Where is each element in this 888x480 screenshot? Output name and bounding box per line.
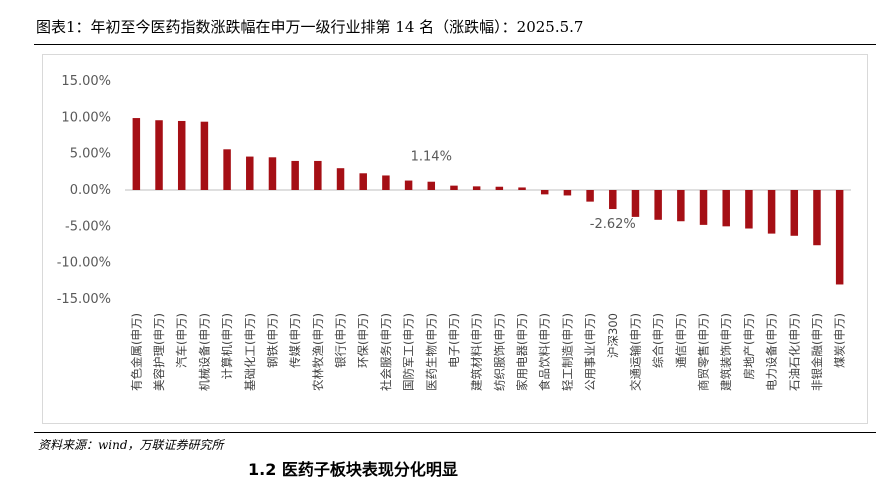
x-category-label: 轻工制造(申万): [560, 313, 574, 391]
x-category-label: 计算机(申万): [220, 313, 234, 379]
data-label: 1.14%: [411, 150, 452, 165]
bar: [382, 175, 390, 190]
x-category-label: 食品饮料(申万): [538, 313, 552, 391]
bar: [609, 190, 617, 210]
bar: [223, 149, 231, 190]
bottom-rule: [34, 432, 876, 433]
bar: [495, 186, 504, 190]
bar: [767, 190, 776, 234]
x-category-label: 农林牧渔(申万): [311, 313, 325, 391]
data-labels: 1.14% -2.62%: [411, 150, 636, 232]
x-category-label: 汽车(申万): [175, 313, 189, 368]
x-category-label: 沪深300: [606, 313, 620, 358]
bar: [268, 157, 277, 190]
bar: [291, 160, 299, 190]
x-category-label: 石油石化(申万): [787, 313, 801, 391]
bar: [813, 190, 821, 246]
x-category-label: 美容护理(申万): [152, 313, 166, 391]
y-tick-label: -5.00%: [65, 219, 111, 234]
bar: [336, 168, 345, 190]
bar: [745, 190, 753, 229]
x-category-label: 电力设备(申万): [765, 313, 779, 391]
section-heading: 1.2 医药子板块表现分化明显: [248, 460, 458, 479]
bar: [427, 181, 436, 190]
y-tick-label: -10.00%: [57, 256, 111, 271]
x-category-label: 综合(申万): [651, 313, 665, 368]
chart-frame: 15.00% 10.00% 5.00% 0.00% -5.00% -10.00% -15.0…: [42, 54, 868, 424]
x-category-label: 电子(申万): [447, 313, 461, 368]
top-rule: [34, 44, 876, 45]
x-category-label: 银行(申万): [334, 313, 348, 368]
x-category-label: 通信(申万): [674, 313, 688, 368]
y-axis: 15.00% 10.00% 5.00% 0.00% -5.00% -10.00% -15.0…: [57, 74, 111, 307]
bar: [314, 160, 322, 190]
bar: [722, 190, 730, 227]
y-tick-label: -15.00%: [57, 292, 111, 307]
bar: [246, 156, 254, 190]
bar: [677, 190, 685, 222]
x-category-label: 机械设备(申万): [197, 313, 211, 391]
x-category-label: 交通运输(申万): [628, 313, 642, 391]
x-category-label: 家用电器(申万): [515, 313, 529, 391]
x-category-label: 国防军工(申万): [402, 313, 416, 391]
x-category-label: 基础化工(申万): [243, 313, 257, 391]
y-tick-label: 5.00%: [70, 147, 111, 162]
bar: [200, 121, 209, 190]
bar: [404, 180, 413, 190]
bar-chart: 15.00% 10.00% 5.00% 0.00% -5.00% -10.00% -15.0…: [57, 74, 851, 391]
source-note: 资料来源：wind，万联证券研究所: [38, 438, 224, 452]
bar: [586, 190, 594, 202]
bar: [155, 120, 163, 190]
x-category-label: 钢铁(申万): [265, 313, 279, 368]
x-category-label: 有色金属(申万): [129, 313, 143, 391]
bar: [518, 187, 526, 190]
bar: [654, 190, 662, 220]
x-category-label: 房地产(申万): [742, 313, 756, 379]
x-category-label: 商贸零售(申万): [697, 313, 711, 391]
bar: [359, 173, 367, 190]
x-category-label: 煤炭(申万): [833, 313, 847, 368]
bar: [450, 185, 458, 190]
x-category-label: 公用事业(申万): [583, 313, 597, 391]
y-tick-label: 15.00%: [61, 74, 111, 89]
x-category-label: 建筑装饰(申万): [719, 313, 733, 391]
y-tick-label: 10.00%: [61, 110, 111, 125]
bar: [132, 118, 141, 190]
x-category-label: 传媒(申万): [288, 313, 302, 368]
y-tick-label: 0.00%: [70, 183, 111, 198]
bar: [177, 120, 186, 190]
x-axis-labels: 有色金属(申万) 美容护理(申万) 汽车(申万) 机械设备(申万) 计算机(申万) 基础化…: [129, 313, 846, 391]
x-category-label: 建筑材料(申万): [470, 313, 484, 391]
data-label: -2.62%: [590, 217, 636, 232]
bar: [699, 190, 708, 225]
bar: [631, 190, 640, 217]
bar: [835, 190, 844, 285]
bars: [132, 118, 844, 285]
x-category-label: 医药生物(申万): [424, 313, 438, 391]
bar: [790, 190, 799, 236]
figure-title: 图表1：年初至今医药指数涨跌幅在申万一级行业排第 14 名（涨跌幅）：2025.…: [36, 18, 584, 36]
bar: [563, 190, 572, 196]
x-category-label: 纺织服饰(申万): [492, 313, 506, 391]
bar: [540, 190, 549, 195]
x-category-label: 社会服务(申万): [379, 313, 393, 391]
x-category-label: 非银金融(申万): [810, 313, 824, 391]
x-category-label: 环保(申万): [356, 313, 370, 368]
bar: [472, 186, 481, 190]
